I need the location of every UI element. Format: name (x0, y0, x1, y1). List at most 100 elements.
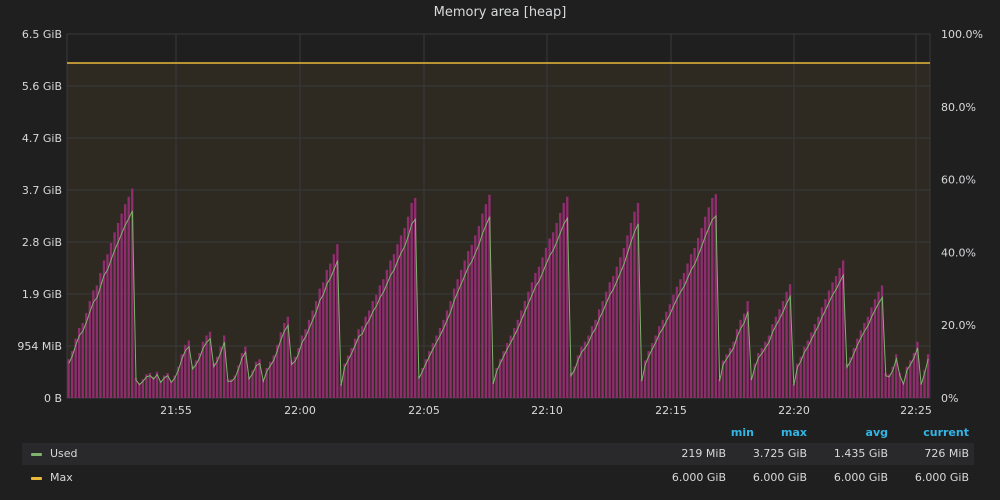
x-tick-label: 22:25 (900, 404, 932, 417)
bar-mark (428, 351, 431, 398)
bar-mark (88, 301, 91, 398)
y-left-tick-label: 3.7 GiB (22, 184, 62, 197)
bar-mark (704, 216, 707, 398)
legend-used-current: 726 MiB (924, 447, 969, 460)
bar-mark (495, 367, 498, 398)
bar-mark (382, 279, 385, 398)
bar-mark (774, 316, 778, 398)
bar-mark (711, 197, 714, 398)
bar-mark (226, 379, 229, 398)
bar-mark (895, 354, 898, 398)
bar-mark (742, 313, 746, 398)
bar-mark (145, 374, 148, 398)
bar-mark (187, 340, 190, 398)
bar-mark (286, 316, 290, 398)
bar-mark (198, 352, 201, 398)
legend-row-used[interactable]: Used 219 MiB 3.725 GiB 1.435 GiB 726 MiB (22, 443, 974, 465)
bar-mark (566, 196, 569, 398)
bar-mark (562, 202, 565, 398)
bar-mark (530, 282, 534, 398)
bar-mark (389, 260, 392, 398)
bar-mark (332, 254, 336, 398)
bar-mark (806, 340, 809, 398)
bar-mark (279, 332, 282, 398)
x-tick-label: 22:10 (531, 404, 563, 417)
bar-mark (123, 204, 127, 398)
bar-mark (640, 379, 643, 398)
bar-mark (368, 310, 371, 398)
bar-mark (247, 376, 251, 398)
legend-label-max[interactable]: Max (50, 471, 73, 484)
bar-mark (421, 367, 424, 398)
bar-mark (605, 291, 608, 398)
legend-header-max[interactable]: max (781, 426, 807, 439)
bar-mark (679, 279, 682, 398)
bar-mark (85, 312, 88, 398)
bar-mark (856, 338, 859, 398)
legend-header-current[interactable]: current (923, 426, 969, 439)
bar-mark (781, 301, 785, 398)
bar-mark (265, 367, 268, 398)
legend-header-avg[interactable]: avg (865, 426, 888, 439)
bar-mark (590, 326, 594, 398)
bar-series (67, 188, 930, 398)
bar-mark (325, 269, 328, 398)
bar-mark (583, 341, 587, 398)
bar-mark (329, 263, 332, 398)
x-tick-label: 21:55 (160, 404, 192, 417)
y-right-tick-label: 0% (941, 392, 958, 405)
bar-mark (290, 360, 293, 398)
bar-mark (375, 294, 378, 398)
bar-mark (169, 380, 173, 398)
bar-mark (205, 335, 208, 398)
legend-swatch-max[interactable] (31, 477, 42, 480)
bar-mark (619, 257, 622, 398)
bar-mark (615, 266, 618, 398)
bar-mark (131, 188, 134, 398)
bar-mark (212, 362, 215, 398)
bar-mark (746, 301, 749, 398)
bar-mark (322, 282, 325, 398)
bar-mark (880, 285, 884, 398)
bar-mark (481, 213, 484, 398)
bar-mark (435, 335, 438, 398)
legend-header-min[interactable]: min (730, 426, 754, 439)
bar-mark (672, 294, 675, 398)
bar-mark (820, 307, 824, 398)
bar-mark (859, 330, 862, 398)
bar-mark (813, 324, 817, 398)
bar-mark (594, 319, 597, 398)
bar-mark (597, 309, 601, 398)
bar-mark (505, 342, 509, 398)
memory-chart: 0 B 954 MiB 1.9 GiB 2.8 GiB 3.7 GiB 4.7 GiB 5.… (17, 28, 983, 417)
legend-label-used[interactable]: Used (50, 447, 78, 460)
bar-mark (244, 346, 247, 398)
bar-mark (629, 222, 633, 398)
bar-mark (155, 371, 159, 398)
bar-mark (714, 194, 717, 398)
bar-mark (573, 366, 576, 398)
y-axis-right: 0% 20.0% 40.0% 60.0% 80.0% 100.0% (941, 28, 983, 405)
bar-mark (735, 329, 739, 398)
bar-mark (191, 365, 194, 398)
bar-mark (141, 379, 145, 398)
bar-mark (696, 237, 700, 398)
bar-mark (293, 356, 297, 398)
bar-mark (764, 341, 767, 398)
x-tick-label: 22:15 (655, 404, 687, 417)
bar-mark (537, 266, 541, 398)
legend-used-avg: 1.435 GiB (833, 447, 888, 460)
bar-mark (339, 384, 343, 398)
y-right-tick-label: 100.0% (941, 28, 983, 41)
legend-row-max[interactable]: Max 6.000 GiB 6.000 GiB 6.000 GiB 6.000 … (22, 467, 974, 489)
y-axis-left: 0 B 954 MiB 1.9 GiB 2.8 GiB 3.7 GiB 4.7 GiB 5.… (17, 28, 62, 405)
bar-mark (116, 222, 120, 398)
bar-mark (923, 369, 926, 398)
bar-mark (682, 272, 686, 398)
bar-mark (442, 319, 445, 398)
panel-title[interactable]: Memory area [heap] (433, 5, 567, 20)
legend-swatch-used[interactable] (31, 453, 42, 456)
bar-mark (633, 211, 636, 398)
plot-border (66, 33, 931, 399)
bar-mark (311, 310, 314, 398)
